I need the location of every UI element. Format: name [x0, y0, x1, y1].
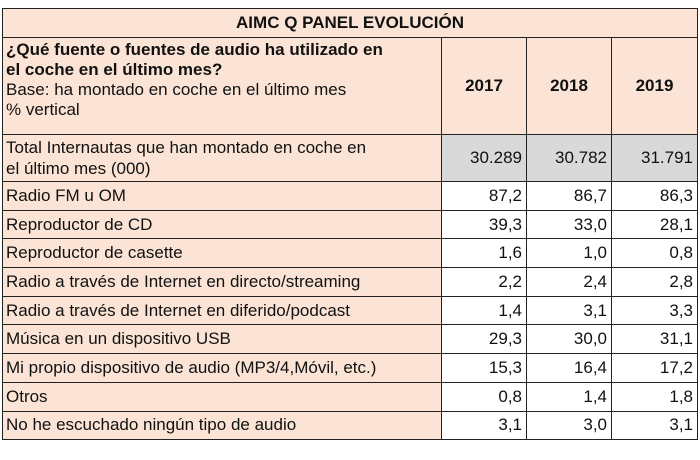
row-value-2017: 3,1: [441, 410, 527, 441]
row-label: Reproductor de casette: [2, 238, 442, 269]
base-line-2: % vertical: [6, 100, 80, 119]
table-row: Radio a través de Internet en diferido/p…: [2, 295, 699, 326]
row-value-2018: 16,4: [526, 353, 612, 383]
question-header-cell: ¿Qué fuente o fuentes de audio ha utiliz…: [2, 37, 442, 135]
header-row: ¿Qué fuente o fuentes de audio ha utiliz…: [2, 37, 699, 135]
base-line-1: Base: ha montado en coche en el último m…: [6, 80, 347, 99]
row-label: Música en un dispositivo USB: [2, 324, 442, 355]
table-title: AIMC Q PANEL EVOLUCIÓN: [1, 8, 699, 38]
row-value-2017: 29,3: [441, 324, 527, 355]
year-header-2019: 2019: [610, 37, 699, 135]
question-line-2: el coche en el último mes?: [6, 60, 223, 79]
total-value-2017: 30.289: [441, 134, 527, 182]
table-row: No he escuchado ningún tipo de audio 3,1 3…: [2, 410, 699, 441]
row-value-2019: 3,3: [610, 295, 699, 326]
row-label: Radio FM u OM: [2, 181, 442, 211]
row-value-2017: 1,4: [441, 295, 527, 326]
row-value-2018: 3,0: [526, 410, 612, 441]
row-label: Radio a través de Internet en directo/st…: [2, 267, 442, 297]
row-value-2017: 15,3: [441, 353, 527, 383]
title-row: AIMC Q PANEL EVOLUCIÓN: [1, 8, 699, 38]
total-label: Total Internautas que han montado en coc…: [2, 134, 442, 182]
audio-sources-table: AIMC Q PANEL EVOLUCIÓN ¿Qué fuente o fue…: [1, 8, 699, 441]
row-value-2019: 31,1: [610, 324, 699, 355]
row-value-2019: 86,3: [610, 181, 699, 211]
table-row: Reproductor de CD 39,3 33,0 28,1: [2, 209, 699, 240]
row-label: Otros: [2, 381, 442, 412]
row-value-2018: 33,0: [526, 209, 612, 240]
row-value-2018: 1,4: [526, 381, 612, 412]
total-label-line-1: Total Internautas que han montado en coc…: [6, 138, 367, 157]
data-table-frame: AIMC Q PANEL EVOLUCIÓN ¿Qué fuente o fue…: [1, 8, 699, 441]
year-header-2018: 2018: [526, 37, 612, 135]
row-label: Reproductor de CD: [2, 209, 442, 240]
table-row: Reproductor de casette 1,6 1,0 0,8: [2, 238, 699, 269]
table-row: Mi propio dispositivo de audio (MP3/4,Mó…: [2, 353, 699, 383]
table-row: Otros 0,8 1,4 1,8: [2, 381, 699, 412]
row-value-2018: 1,0: [526, 238, 612, 269]
table-row: Música en un dispositivo USB 29,3 30,0 31,1: [2, 324, 699, 355]
table-row: Radio FM u OM 87,2 86,7 86,3: [2, 181, 699, 211]
row-label: No he escuchado ningún tipo de audio: [2, 410, 442, 441]
row-value-2018: 86,7: [526, 181, 612, 211]
table-row: Radio a través de Internet en directo/st…: [2, 267, 699, 297]
row-value-2017: 0,8: [441, 381, 527, 412]
row-value-2018: 3,1: [526, 295, 612, 326]
data-rows: Radio FM u OM 87,2 86,7 86,3 Reproductor de …: [2, 181, 699, 441]
row-value-2018: 2,4: [526, 267, 612, 297]
row-value-2017: 39,3: [441, 209, 527, 240]
row-label: Mi propio dispositivo de audio (MP3/4,Mó…: [2, 353, 442, 383]
row-value-2019: 17,2: [610, 353, 699, 383]
row-value-2019: 2,8: [610, 267, 699, 297]
row-value-2019: 0,8: [610, 238, 699, 269]
row-value-2017: 1,6: [441, 238, 527, 269]
row-value-2017: 2,2: [441, 267, 527, 297]
total-label-line-2: el último mes (000): [6, 159, 151, 178]
row-label: Radio a través de Internet en diferido/p…: [2, 295, 442, 326]
row-value-2017: 87,2: [441, 181, 527, 211]
row-value-2019: 1,8: [610, 381, 699, 412]
total-row: Total Internautas que han montado en coc…: [2, 134, 699, 182]
row-value-2019: 28,1: [610, 209, 699, 240]
total-value-2018: 30.782: [526, 134, 612, 182]
row-value-2018: 30,0: [526, 324, 612, 355]
question-line-1: ¿Qué fuente o fuentes de audio ha utiliz…: [6, 40, 383, 59]
total-value-2019: 31.791: [610, 134, 699, 182]
year-header-2017: 2017: [441, 37, 527, 135]
row-value-2019: 3,1: [610, 410, 699, 441]
